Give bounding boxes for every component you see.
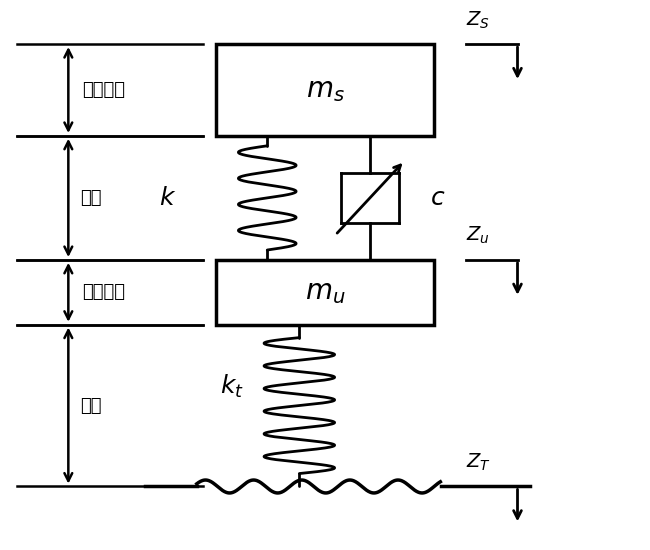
Text: $m_u$: $m_u$	[305, 278, 345, 306]
Text: $c$: $c$	[430, 186, 445, 210]
Text: 轮胎: 轮胎	[80, 397, 101, 415]
Text: $m_s$: $m_s$	[306, 76, 345, 104]
Text: 悬架: 悬架	[80, 189, 101, 207]
Text: $Z_u$: $Z_u$	[466, 225, 490, 246]
Text: $k$: $k$	[159, 186, 176, 210]
Text: 簧载质量: 簧载质量	[82, 81, 125, 99]
Text: $Z_S$: $Z_S$	[466, 9, 490, 31]
Text: $k_t$: $k_t$	[220, 373, 244, 400]
Bar	[216, 260, 434, 324]
Bar	[216, 44, 434, 136]
Text: $Z_T$: $Z_T$	[466, 452, 491, 473]
Text: 簧下质量: 簧下质量	[82, 283, 125, 301]
